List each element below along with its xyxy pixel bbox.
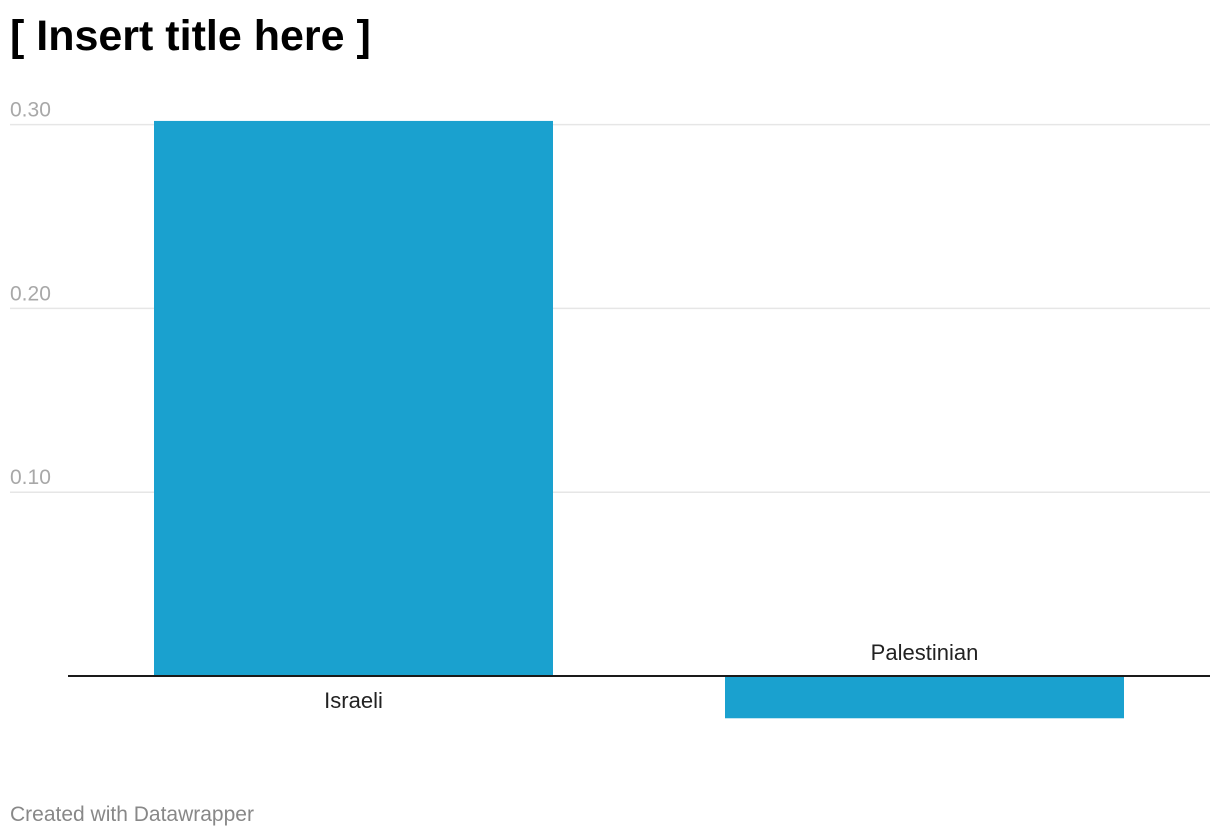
bar-israeli <box>154 120 553 676</box>
category-label: Israeli <box>324 688 383 713</box>
y-tick-label: 0.30 <box>10 99 51 122</box>
y-tick-label: 0.20 <box>10 282 51 305</box>
bar-palestinian <box>725 676 1124 719</box>
chart-title: [ Insert title here ] <box>10 12 371 60</box>
y-axis-tick-labels: 0.10 0.20 0.30 <box>10 99 51 490</box>
footer-credit: Created with Datawrapper <box>10 803 254 826</box>
bars <box>154 120 1124 719</box>
category-label: Palestinian <box>871 640 979 665</box>
category-labels: Israeli Palestinian <box>324 640 978 713</box>
y-tick-label: 0.10 <box>10 466 51 489</box>
